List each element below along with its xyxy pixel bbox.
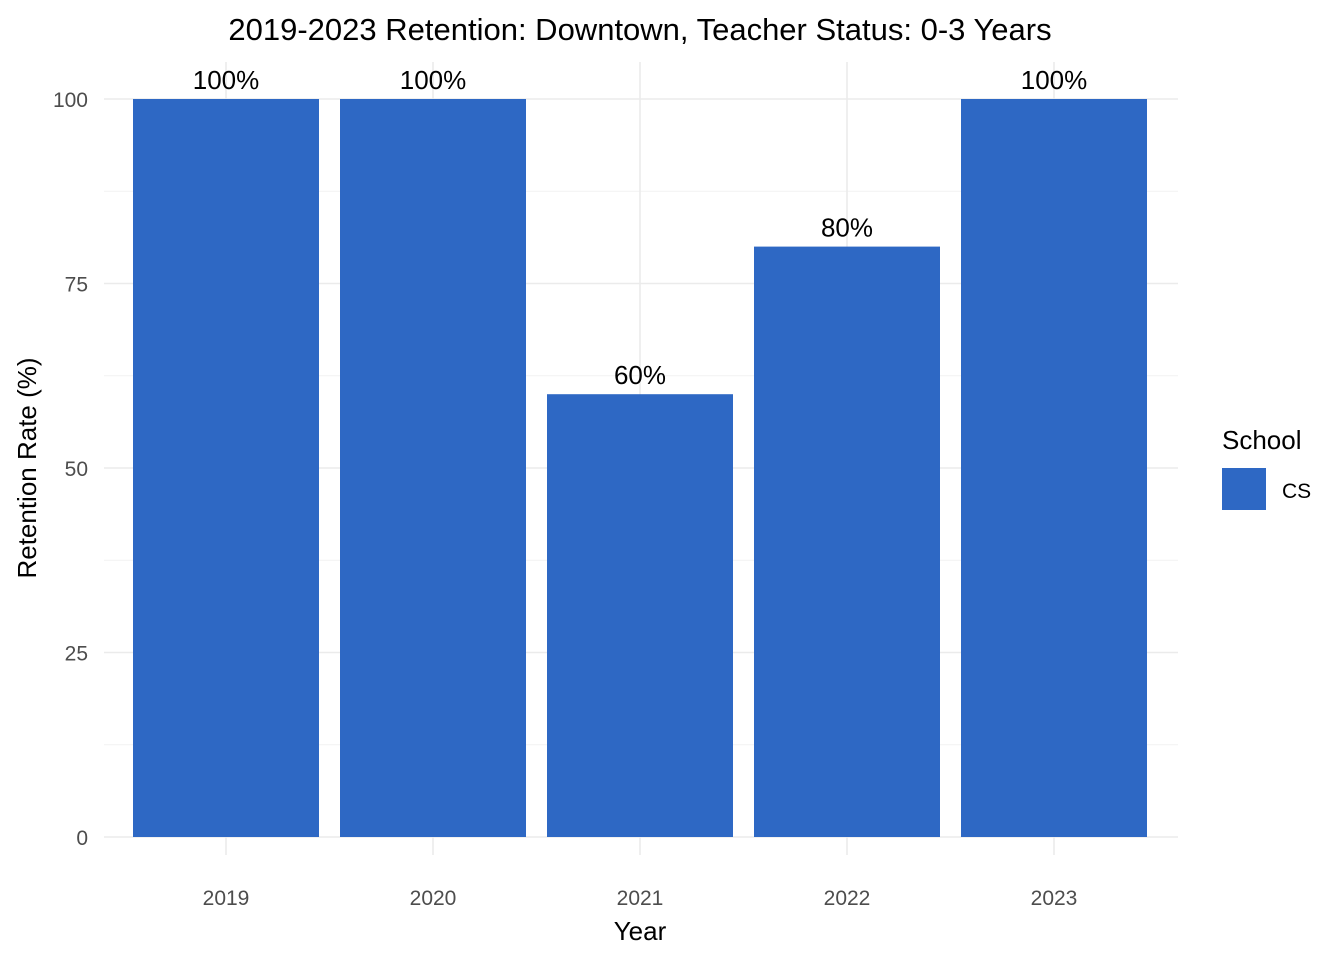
- bar-2020: [340, 99, 526, 837]
- y-axis-title: Retention Rate (%): [12, 357, 42, 578]
- data-labels: 100% 100% 60% 80% 100%: [193, 65, 1088, 390]
- data-label-2023: 100%: [1021, 65, 1088, 95]
- bar-2023: [961, 99, 1147, 837]
- x-tick-label: 2019: [203, 887, 250, 910]
- y-tick-label: 0: [76, 827, 88, 850]
- legend-title: School: [1222, 425, 1302, 455]
- y-tick-label: 50: [65, 458, 88, 481]
- y-tick-label: 25: [65, 643, 88, 666]
- y-axis-ticks: 0 25 50 75 100: [53, 89, 88, 850]
- chart-title: 2019-2023 Retention: Downtown, Teacher S…: [228, 12, 1051, 47]
- data-label-2021: 60%: [614, 360, 666, 390]
- data-label-2019: 100%: [193, 65, 260, 95]
- legend: School CS: [1222, 425, 1311, 510]
- x-axis-title: Year: [614, 916, 667, 946]
- bar-2021: [547, 394, 733, 837]
- data-label-2022: 80%: [821, 213, 873, 243]
- bar-2022: [754, 246, 940, 838]
- bar-2019: [133, 99, 319, 837]
- legend-swatch-cs: [1222, 468, 1266, 510]
- bars: [133, 99, 1147, 838]
- x-tick-label: 2023: [1031, 887, 1078, 910]
- x-tick-label: 2020: [410, 887, 457, 910]
- legend-label-cs: CS: [1282, 480, 1311, 503]
- x-tick-label: 2022: [824, 887, 871, 910]
- y-tick-label: 100: [53, 89, 88, 112]
- data-label-2020: 100%: [400, 65, 467, 95]
- x-tick-label: 2021: [617, 887, 664, 910]
- y-tick-label: 75: [65, 274, 88, 297]
- x-axis-ticks: 2019 2020 2021 2022 2023: [203, 887, 1078, 910]
